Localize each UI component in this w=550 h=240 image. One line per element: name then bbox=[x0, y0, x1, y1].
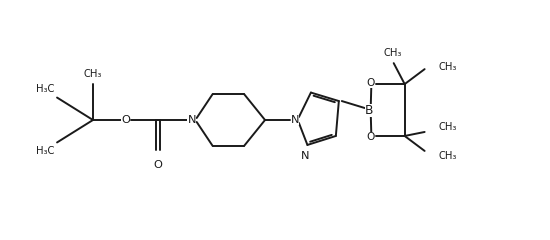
Text: CH₃: CH₃ bbox=[84, 69, 102, 79]
Text: CH₃: CH₃ bbox=[383, 48, 402, 58]
Text: O: O bbox=[366, 132, 375, 142]
Text: B: B bbox=[365, 103, 373, 117]
Text: O: O bbox=[153, 160, 162, 170]
Text: CH₃: CH₃ bbox=[438, 151, 457, 161]
Text: H₃C: H₃C bbox=[36, 84, 54, 94]
Text: H₃C: H₃C bbox=[36, 146, 54, 156]
Text: CH₃: CH₃ bbox=[438, 122, 457, 132]
Text: O: O bbox=[121, 115, 130, 125]
Text: N: N bbox=[301, 151, 309, 161]
Text: CH₃: CH₃ bbox=[438, 62, 457, 72]
Text: N: N bbox=[291, 115, 299, 125]
Text: O: O bbox=[366, 78, 375, 88]
Text: N: N bbox=[188, 115, 196, 125]
